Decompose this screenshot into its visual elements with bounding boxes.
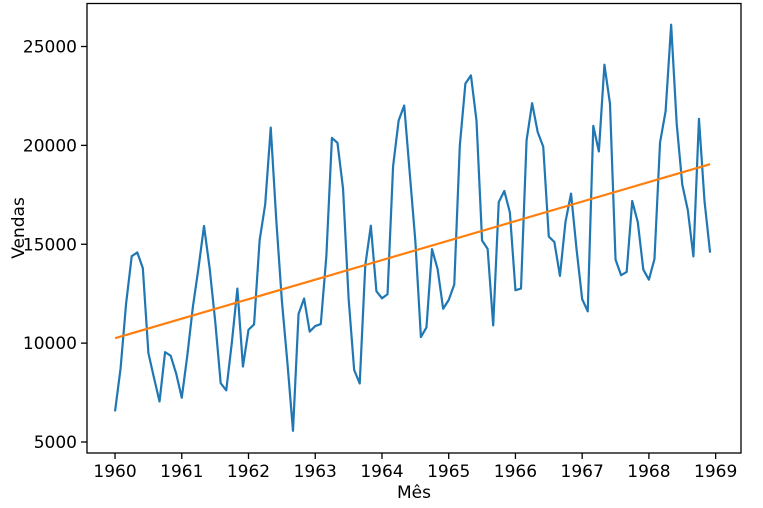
x-tick-label: 1963 [294, 462, 337, 482]
x-tick-label: 1961 [160, 462, 203, 482]
x-axis-ticks: 1960 1961 1962 1963 1964 1965 1966 1967 1968 1969 [93, 453, 737, 482]
y-axis-label: Vendas [9, 197, 29, 259]
x-tick-label: 1964 [360, 462, 403, 482]
x-tick-label: 1967 [561, 462, 604, 482]
series-vendas-mensais [113, 23, 712, 432]
x-tick-label: 1966 [494, 462, 537, 482]
y-tick-label: 25000 [23, 38, 77, 58]
x-tick-label: 1960 [93, 462, 136, 482]
x-axis-label: Mês [397, 483, 431, 503]
axes-frame [86, 2, 742, 454]
y-tick-label: 5000 [34, 433, 77, 453]
y-axis-ticks: 5000 10000 15000 20000 25000 [23, 38, 87, 453]
series-trend-line [114, 163, 711, 340]
x-tick-label: 1962 [227, 462, 270, 482]
series-lines [113, 23, 712, 432]
y-tick-label: 15000 [23, 235, 77, 255]
y-tick-label: 20000 [23, 136, 77, 156]
x-tick-label: 1965 [427, 462, 470, 482]
x-tick-label: 1968 [627, 462, 670, 482]
y-tick-label: 10000 [23, 334, 77, 354]
x-tick-label: 1969 [694, 462, 737, 482]
